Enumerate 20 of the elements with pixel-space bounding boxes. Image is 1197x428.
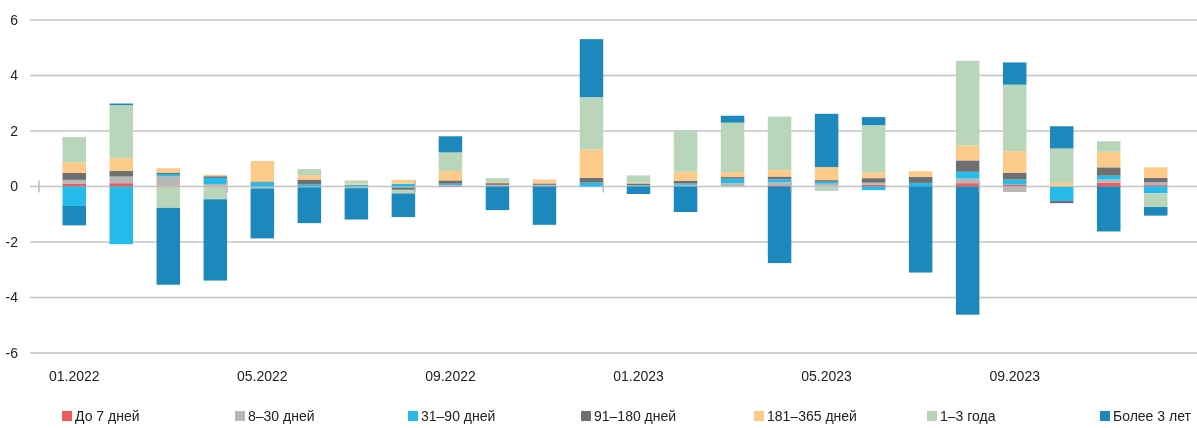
y-tick-label: -2 [5, 233, 19, 250]
x-tick-label: 09.2023 [989, 367, 1041, 384]
legend-label: 181–365 дней [767, 408, 857, 424]
legend-label: Более 3 лет [1113, 408, 1192, 424]
x-tick-label: 05.2023 [801, 367, 853, 384]
legend-label: 91–180 дней [594, 408, 677, 424]
y-tick-label: 6 [10, 11, 19, 28]
legend-label: До 7 дней [75, 408, 140, 424]
y-tick-label: 0 [10, 178, 19, 195]
legend-label: 31–90 дней [421, 408, 496, 424]
x-tick-label: 01.2022 [48, 367, 100, 384]
y-tick-label: 4 [10, 67, 19, 84]
x-tick-label: 01.2023 [613, 367, 665, 384]
y-tick-label: -4 [5, 289, 19, 306]
legend-label: 8–30 дней [248, 408, 315, 424]
y-tick-label: -6 [5, 344, 19, 361]
legend-label: 1–3 года [940, 408, 996, 424]
y-tick-label: 2 [10, 122, 19, 139]
x-tick-label: 09.2022 [425, 367, 476, 384]
x-tick-label: 05.2022 [237, 367, 288, 384]
